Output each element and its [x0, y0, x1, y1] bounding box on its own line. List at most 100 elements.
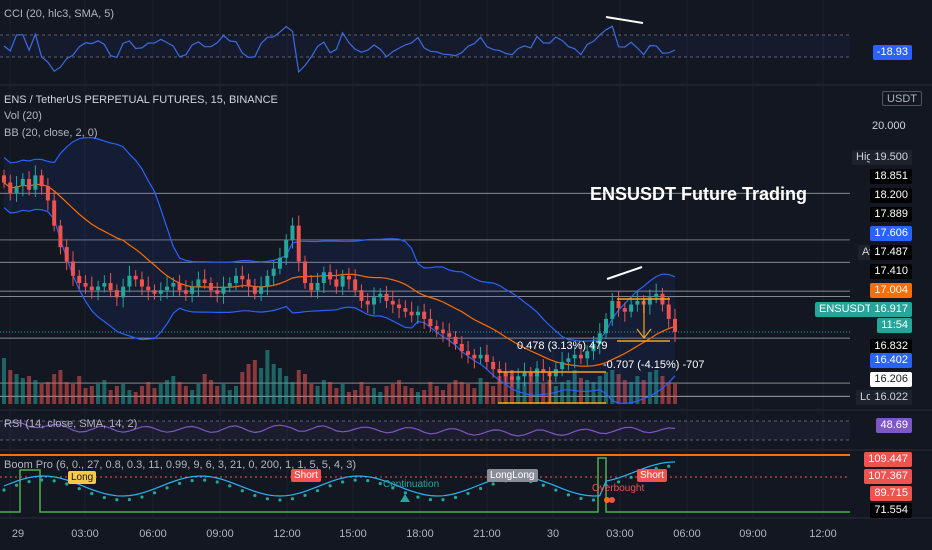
- boom-dot-10: [65, 482, 69, 486]
- candle-body-17: [108, 283, 113, 291]
- candle-body-82: [516, 376, 521, 380]
- volume-bar-24: [152, 388, 157, 404]
- boom-dot-30: [190, 479, 194, 483]
- volume-bar-106: [666, 382, 671, 404]
- volume-bar-54: [340, 384, 345, 404]
- price-tag-8: 16.402: [870, 353, 912, 368]
- boom-dot-2: [14, 483, 19, 487]
- volume-bar-73: [459, 382, 464, 404]
- candle-body-2: [14, 186, 19, 194]
- boom-dot-88: [554, 488, 558, 492]
- volume-bar-44: [277, 368, 282, 404]
- volume-bar-34: [215, 386, 220, 404]
- target-arrow-head: [636, 328, 652, 339]
- cci-title[interactable]: CCI (20, hlc3, SMA, 5): [4, 8, 115, 20]
- cci-line: [3, 25, 676, 74]
- candle-body-69: [434, 326, 439, 330]
- candle-body-58: [365, 300, 370, 305]
- volume-bar-18: [114, 386, 119, 404]
- candle-body-67: [422, 311, 427, 319]
- volume-bar-72: [453, 380, 458, 404]
- boom-dot-86: [541, 483, 545, 487]
- volume-bar-101: [635, 376, 640, 404]
- x-tick-label-12: 12:00: [809, 528, 837, 540]
- candle-body-15: [96, 286, 101, 291]
- boom-dot-94: [591, 498, 596, 502]
- volume-bar-33: [208, 380, 213, 404]
- candle-body-34: [215, 290, 220, 294]
- volume-bar-61: [384, 386, 389, 404]
- candle-body-10: [64, 247, 69, 262]
- divergence-line-price: [606, 266, 643, 280]
- signal-longlong: LongLong: [487, 469, 538, 482]
- x-tick-label-5: 15:00: [339, 528, 367, 540]
- headline-annotation[interactable]: ENSUSDT Future Trading: [590, 184, 808, 204]
- volume-bar-52: [328, 382, 333, 404]
- candle-body-77: [484, 354, 489, 362]
- candle-body-64: [403, 308, 408, 312]
- candle-body-49: [309, 283, 314, 291]
- candle-body-56: [353, 279, 358, 291]
- main-title[interactable]: ENS / TetherUS PERPETUAL FUTURES, 15, BI…: [4, 94, 278, 106]
- volume-bar-77: [484, 382, 489, 404]
- candle-body-40: [252, 286, 257, 294]
- boom-dot-6: [40, 478, 44, 482]
- boom-tag-4: 71.554: [870, 503, 912, 518]
- bb-title[interactable]: BB (20, close, 2, 0): [4, 127, 98, 139]
- candle-body-79: [497, 369, 502, 373]
- volume-bar-25: [158, 384, 163, 404]
- candle-body-75: [472, 354, 477, 359]
- boom-dot-22: [140, 495, 144, 499]
- boom-dot-98: [616, 480, 621, 484]
- currency-button[interactable]: USDT: [882, 91, 922, 106]
- candle-body-57: [359, 290, 364, 301]
- candle-body-100: [629, 304, 634, 312]
- candle-body-106: [666, 304, 671, 319]
- volume-bar-43: [271, 364, 276, 404]
- vol-title[interactable]: Vol (20): [4, 110, 42, 122]
- boom-dot-8: [52, 479, 56, 483]
- boom-dot-68: [428, 498, 433, 502]
- candle-body-35: [221, 286, 226, 294]
- volume-bar-105: [660, 376, 665, 404]
- boom-dot-74: [466, 491, 470, 496]
- candle-body-55: [346, 275, 351, 280]
- volume-bar-41: [259, 368, 264, 404]
- candle-body-12: [77, 275, 82, 283]
- candle-body-90: [566, 358, 571, 362]
- volume-bar-5: [33, 380, 38, 404]
- volume-bar-71: [447, 384, 452, 404]
- rsi-title[interactable]: RSI (14, close, SMA, 14, 2): [4, 418, 138, 430]
- x-tick-label-0: 29: [11, 528, 25, 540]
- boom-dot-28: [177, 481, 182, 486]
- candle-body-23: [146, 286, 151, 291]
- boom-dot-4: [27, 479, 31, 484]
- volume-bar-89: [560, 382, 565, 404]
- volume-bar-2: [14, 374, 19, 404]
- signal-short-2: Short: [637, 469, 667, 482]
- candle-body-78: [491, 361, 496, 370]
- candle-body-70: [440, 329, 445, 334]
- volume-bar-49: [309, 384, 314, 404]
- candle-body-54: [340, 275, 345, 287]
- volume-bar-99: [622, 380, 627, 404]
- boom-dot-56: [353, 478, 357, 482]
- boom-title[interactable]: Boom Pro (6, 0., 27, 0.8, 0.3, 11, 0.99,…: [4, 459, 357, 471]
- candle-body-48: [303, 261, 308, 283]
- x-tick-label-4: 12:00: [273, 528, 301, 540]
- candle-body-96: [604, 318, 609, 334]
- x-tick-label-6: 18:00: [406, 528, 434, 540]
- price-tick-top: 20.000: [872, 120, 906, 132]
- candle-body-68: [428, 318, 433, 327]
- volume-bar-16: [102, 380, 107, 404]
- rsi-value-tag: 48.69: [876, 418, 912, 433]
- price-tag-4: 17.606: [870, 226, 912, 241]
- boom-trigger-line: [3, 461, 676, 497]
- candle-body-22: [139, 279, 144, 287]
- volume-bar-12: [77, 376, 82, 404]
- boom-dot-50: [315, 489, 320, 493]
- price-tag-5: 17.410: [870, 264, 912, 279]
- candle-body-38: [240, 275, 245, 280]
- boom-dot-106: [667, 464, 671, 468]
